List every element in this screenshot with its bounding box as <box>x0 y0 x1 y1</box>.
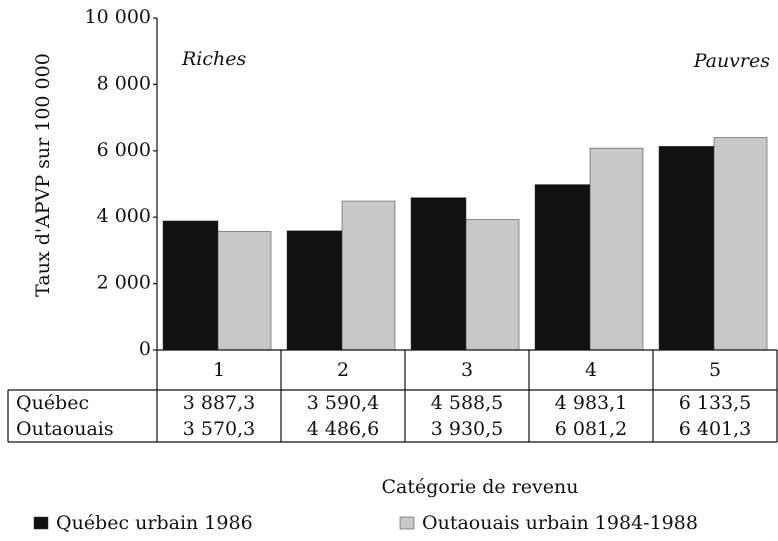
bar <box>658 146 715 351</box>
bar <box>410 197 467 351</box>
x-tick-label: 2 <box>337 359 349 381</box>
table-cell: 4 983,1 <box>555 392 628 414</box>
legend-label: Outaouais urbain 1984-1988 <box>422 512 698 534</box>
table-cell: 6 401,3 <box>679 418 752 440</box>
x-tick-label: 1 <box>213 359 225 381</box>
legend-label: Québec urbain 1986 <box>56 512 253 534</box>
y-tick-label: 6 000 <box>97 139 151 161</box>
table-cell: 4 486,6 <box>307 418 380 440</box>
x-tick-label: 4 <box>585 359 597 381</box>
bar <box>589 147 644 351</box>
bar <box>713 137 768 351</box>
table-cell: 3 590,4 <box>307 392 380 414</box>
bar <box>534 184 591 351</box>
table-cell: 4 588,5 <box>431 392 504 414</box>
x-tick-label: 3 <box>461 359 473 381</box>
x-tick-label: 5 <box>709 359 721 381</box>
bar <box>286 230 343 351</box>
bar <box>465 219 520 351</box>
x-axis-label: Catégorie de revenu <box>381 476 578 498</box>
annotation: Pauvres <box>693 50 771 72</box>
y-axis-label: Taux d'APVP sur 100 000 <box>32 53 54 297</box>
legend-swatch <box>33 516 49 530</box>
table-cell: 6 133,5 <box>679 392 752 414</box>
y-tick-label: 2 000 <box>97 272 151 294</box>
bar <box>162 220 219 351</box>
table-cell: 6 081,2 <box>555 418 628 440</box>
legend-swatch <box>399 516 415 530</box>
table-cell: 3 887,3 <box>183 392 256 414</box>
y-tick-label: 0 <box>139 338 151 360</box>
y-tick-label: 10 000 <box>85 6 151 28</box>
table-cell: 3 570,3 <box>183 418 256 440</box>
table-cell: 3 930,5 <box>431 418 504 440</box>
bar <box>341 200 396 351</box>
bar <box>217 231 272 351</box>
table-row-label: Québec <box>16 392 89 414</box>
y-tick-label: 4 000 <box>97 205 151 227</box>
y-tick-label: 8 000 <box>97 72 151 94</box>
annotation: Riches <box>181 48 247 70</box>
table-row-label: Outaouais <box>16 418 114 440</box>
